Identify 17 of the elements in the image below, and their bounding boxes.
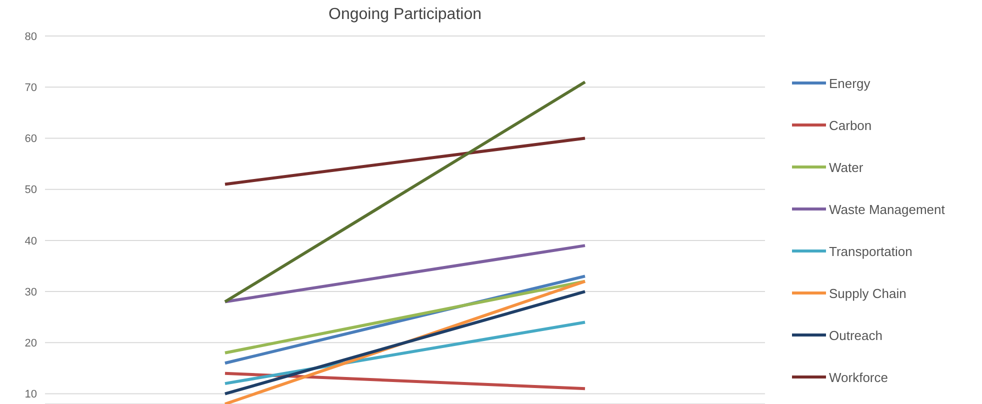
y-tick-label: 10	[24, 388, 37, 401]
y-tick-label: 50	[24, 184, 37, 196]
legend-label: Workforce	[829, 370, 888, 384]
y-tick-label: 40	[24, 235, 37, 248]
legend-label: Water	[829, 160, 864, 174]
legend-label: Waste Management	[829, 202, 945, 216]
y-tick-label: 30	[24, 286, 37, 298]
chart-title: Ongoing Participation	[328, 6, 482, 24]
legend-label: Transportation	[829, 244, 912, 258]
y-tick-label: 60	[24, 133, 37, 146]
y-tick-label: 80	[24, 30, 37, 43]
y-tick-label: 70	[24, 82, 37, 94]
legend-label: Carbon	[829, 118, 872, 132]
legend-label: Supply Chain	[829, 286, 906, 300]
legend-label: Energy	[829, 76, 870, 90]
legend-label: Outreach	[829, 328, 882, 342]
y-tick-label: 20	[24, 338, 37, 350]
